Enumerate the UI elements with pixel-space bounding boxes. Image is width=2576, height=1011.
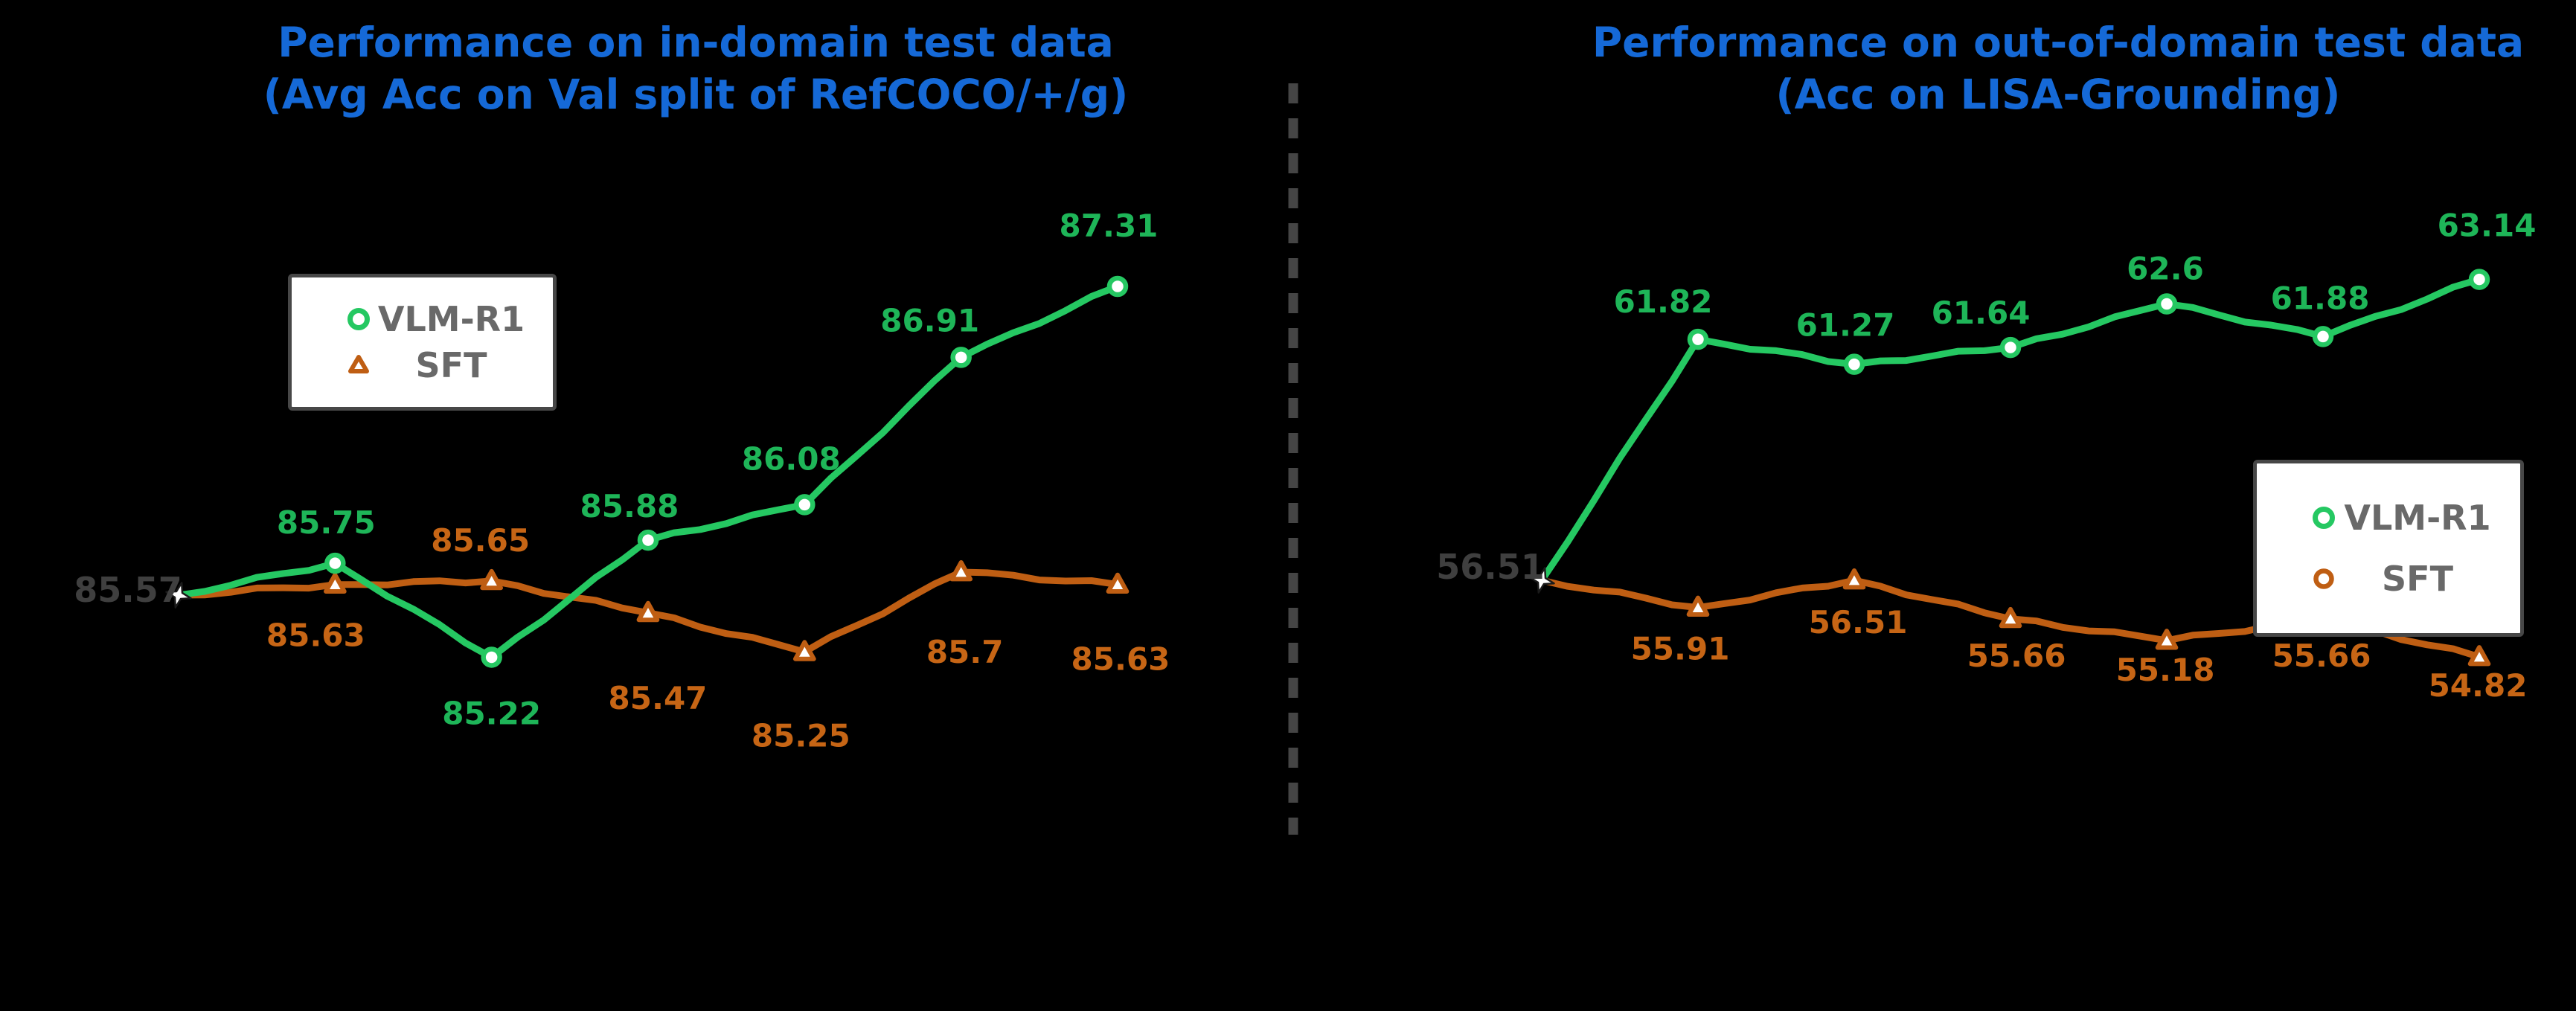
vlm-r1-legend-marker-icon — [2313, 507, 2335, 529]
sft-value-label: 85.63 — [1071, 641, 1170, 678]
vlm-r1-value-label: 61.27 — [1796, 307, 1895, 344]
sft-value-label: 55.66 — [1967, 638, 2066, 674]
legend-out-of-domain: VLM-R1 SFT — [2253, 460, 2524, 637]
vlm-r1-data-point-marker — [1687, 328, 1709, 350]
right-chart-title-line2: (Acc on LISA-Grounding) — [1775, 71, 2341, 118]
left-chart-title-line1: Performance on in-domain test data — [278, 19, 1114, 66]
vlm-r1-value-label: 86.08 — [742, 440, 841, 477]
start-point-marker — [1528, 567, 1555, 594]
sft-value-label: 85.47 — [609, 680, 708, 716]
sft-value-label: 55.66 — [2272, 638, 2371, 674]
sft-data-point-marker — [2467, 645, 2491, 667]
vlm-r1-data-point-marker — [2468, 269, 2490, 290]
vlm-r1-value-label: 62.6 — [2127, 251, 2204, 287]
vlm-r1-value-label: 63.14 — [2438, 208, 2537, 244]
legend-in-domain: VLM-R1 SFT — [288, 274, 557, 411]
vlm-r1-legend-marker-icon — [347, 308, 370, 330]
legend-label-vlm-r1: VLM-R1 — [2344, 498, 2491, 538]
legend-item-vlm-r1: VLM-R1 — [2257, 498, 2520, 538]
vlm-r1-value-label: 61.82 — [1614, 283, 1713, 320]
vlm-r1-value-label: 61.64 — [1932, 295, 2031, 331]
start-value-label: 85.57 — [74, 570, 182, 610]
legend-item-vlm-r1: VLM-R1 — [292, 299, 553, 339]
sft-data-point-marker — [2155, 629, 2179, 650]
sft-data-point-marker — [793, 640, 816, 661]
sft-value-label: 85.65 — [431, 522, 530, 559]
sft-data-point-marker — [1999, 606, 2022, 629]
vlm-r1-value-label: 85.75 — [277, 504, 376, 541]
sft-value-label: 85.7 — [926, 634, 1004, 670]
sft-data-point-marker — [636, 600, 660, 623]
start-point-marker — [165, 582, 192, 609]
vlm-r1-data-point-marker — [481, 646, 502, 668]
vlm-r1-data-point-marker — [794, 494, 816, 516]
vlm-r1-data-point-marker — [1843, 353, 1865, 375]
start-value-label: 56.51 — [1436, 547, 1545, 587]
sft-data-point-marker — [1106, 572, 1130, 594]
vlm-r1-data-point-marker — [950, 347, 972, 368]
sft-value-label: 85.25 — [752, 717, 850, 754]
legend-label-sft: SFT — [2382, 559, 2453, 599]
right-chart-title-line1: Performance on out-of-domain test data — [1592, 19, 2525, 66]
sft-data-point-marker — [324, 572, 347, 594]
legend-label-sft: SFT — [415, 345, 487, 385]
right-chart-title: Performance on out-of-domain test data (… — [1463, 16, 2576, 121]
vlm-r1-value-label: 86.91 — [880, 302, 979, 338]
sft-value-label: 55.18 — [2116, 652, 2215, 688]
out-of-domain-chart-group: 55.91 56.51 55.66 55.18 55.66 54.82 61.82 61.27… — [1436, 208, 2536, 705]
sft-data-point-marker — [949, 560, 973, 582]
vlm-r1-value-label: 85.22 — [442, 695, 541, 731]
vlm-r1-data-point-marker — [2156, 293, 2178, 315]
sft-legend-marker-icon — [348, 355, 369, 373]
vlm-r1-data-point-marker — [637, 529, 659, 551]
legend-item-sft: SFT — [292, 345, 553, 385]
legend-label-vlm-r1: VLM-R1 — [377, 299, 525, 339]
vlm-r1-data-point-marker — [324, 552, 346, 574]
vlm-r1-data-point-marker — [1106, 275, 1129, 298]
sft-data-point-marker — [480, 568, 503, 591]
vlm-r1-data-point-marker — [1999, 336, 2022, 359]
vlm-r1-value-label: 87.31 — [1060, 208, 1159, 244]
vlm-r1-value-label: 85.88 — [580, 488, 679, 524]
left-chart-title-line2: (Avg Acc on Val split of RefCOCO/+/g) — [263, 71, 1129, 118]
sft-data-point-marker — [1842, 568, 1866, 590]
left-chart-title: Performance on in-domain test data (Avg … — [100, 16, 1291, 121]
vlm-r1-data-point-marker — [2312, 326, 2334, 347]
legend-item-sft: SFT — [2257, 559, 2520, 599]
sft-value-label: 54.82 — [2429, 667, 2528, 704]
sft-data-point-marker — [1686, 595, 1710, 617]
in-domain-chart-group: 85.63 85.65 85.47 85.25 85.7 85.63 85.75 85.22 8… — [74, 208, 1170, 754]
sft-value-label: 56.51 — [1809, 604, 1908, 641]
sft-value-label: 85.63 — [266, 617, 365, 654]
vlm-r1-value-label: 61.88 — [2271, 280, 2370, 316]
sft-value-label: 55.91 — [1631, 631, 1730, 667]
sft-legend-marker-icon — [2313, 568, 2334, 589]
